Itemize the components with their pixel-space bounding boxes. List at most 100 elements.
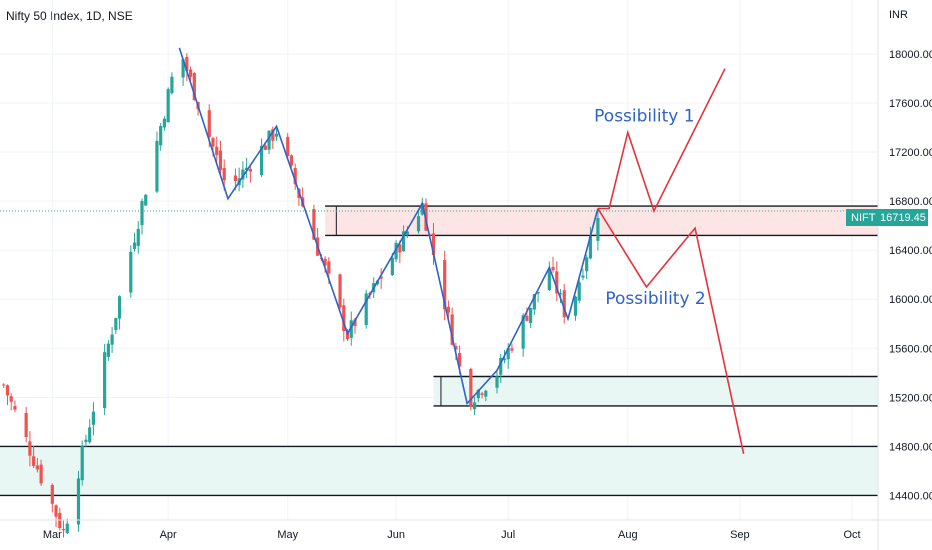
- candle-body: [506, 348, 510, 360]
- candle-body: [529, 307, 533, 323]
- x-tick-label: Jul: [501, 529, 515, 541]
- x-tick-label: Jun: [387, 529, 405, 541]
- x-tick-label: Sep: [730, 529, 750, 541]
- y-tick-label: 14400.00: [889, 490, 932, 502]
- candle-body: [76, 478, 81, 525]
- candle-body: [50, 485, 54, 504]
- chart-title: Nifty 50 Index, 1D, NSE: [6, 9, 133, 23]
- candle-body: [323, 258, 327, 266]
- candle-body: [405, 231, 409, 235]
- x-tick-label: May: [277, 529, 298, 541]
- candle-body: [61, 529, 66, 531]
- candle-body: [84, 439, 88, 443]
- overlays: Possibility 1 Possibility 2: [0, 47, 878, 454]
- candle-body: [573, 296, 578, 316]
- annotation-possibility-1: Possibility 1: [594, 106, 694, 126]
- y-tick-label: 17600.00: [889, 98, 932, 110]
- candle-body: [581, 275, 585, 278]
- candle-body: [289, 155, 294, 166]
- candle-body: [446, 306, 451, 313]
- candle-body: [245, 167, 249, 171]
- candle-body: [585, 257, 589, 272]
- candle-body: [454, 346, 458, 350]
- candle-body: [132, 242, 137, 249]
- candle-body: [293, 168, 297, 185]
- candle-body: [555, 271, 559, 294]
- candle-body: [241, 169, 245, 180]
- candle-body: [170, 76, 174, 94]
- candle-body: [39, 464, 43, 484]
- candle-body: [13, 405, 17, 410]
- price-badge: NIFTY 16719.45: [846, 209, 928, 226]
- candle-body: [9, 396, 13, 402]
- candle-body: [259, 145, 264, 175]
- candle-body: [577, 282, 581, 301]
- candle-body: [274, 133, 279, 137]
- y-tick-label: 17200.00: [889, 147, 932, 159]
- projection-2: [597, 208, 745, 454]
- candle-body: [215, 146, 219, 156]
- annotation-possibility-2: Possibility 2: [605, 289, 705, 309]
- candle-body: [401, 231, 406, 252]
- candle-body: [103, 352, 107, 409]
- candle-body: [364, 293, 368, 326]
- candle-body: [469, 369, 473, 407]
- candle-body: [338, 274, 342, 308]
- candle-body: [271, 129, 275, 141]
- last-price-badge: 16719.45: [880, 212, 926, 224]
- candle-body: [91, 411, 96, 425]
- candle-body: [480, 393, 484, 395]
- candle-body: [379, 276, 383, 279]
- candle-body: [420, 203, 424, 215]
- candle-body: [114, 317, 118, 331]
- candle-body: [185, 56, 189, 71]
- zone-resistance: [325, 206, 879, 236]
- candle-body: [28, 441, 32, 456]
- candle-body: [342, 305, 346, 332]
- candle-body: [521, 315, 525, 349]
- candle-body: [443, 260, 447, 310]
- candle-body: [162, 118, 167, 128]
- candle-body: [32, 456, 36, 466]
- candle-body: [218, 150, 223, 171]
- candle-body: [416, 216, 421, 232]
- candle-body: [562, 290, 566, 318]
- candle-body: [349, 320, 353, 338]
- candle-body: [192, 73, 196, 101]
- zones: [0, 205, 879, 497]
- candle-body: [431, 233, 436, 256]
- candle-body: [502, 358, 507, 361]
- candle-body: [58, 512, 62, 529]
- y-tick-label: 16400.00: [889, 245, 932, 257]
- candle-body: [117, 296, 122, 319]
- candle-body: [394, 242, 398, 260]
- candle-body: [312, 209, 316, 240]
- candle-body: [88, 427, 92, 443]
- candle-body: [263, 145, 267, 150]
- candle-body: [484, 390, 488, 397]
- candle-body: [24, 413, 28, 437]
- candle-body: [596, 218, 600, 241]
- candle-body: [398, 244, 402, 253]
- candle-body: [345, 332, 350, 340]
- candle-body: [472, 402, 477, 410]
- y-tick-label: 16000.00: [889, 294, 932, 306]
- candle-body: [286, 136, 290, 157]
- x-tick-label: Mar: [43, 529, 62, 541]
- candle-body: [207, 110, 211, 138]
- candle-body: [248, 168, 252, 172]
- candle-body: [155, 140, 159, 192]
- candle-body: [211, 138, 215, 147]
- candle-body: [65, 523, 69, 534]
- candle-body: [159, 126, 163, 146]
- price-badge-bg: [876, 209, 928, 226]
- candle-body: [222, 168, 226, 181]
- candle-body: [532, 294, 536, 310]
- candle-body: [327, 261, 331, 274]
- candle-body: [2, 384, 6, 386]
- candle-body: [267, 130, 271, 150]
- x-tick-label: Apr: [160, 529, 177, 541]
- x-tick-label: Oct: [843, 529, 860, 541]
- candle-body: [136, 228, 140, 246]
